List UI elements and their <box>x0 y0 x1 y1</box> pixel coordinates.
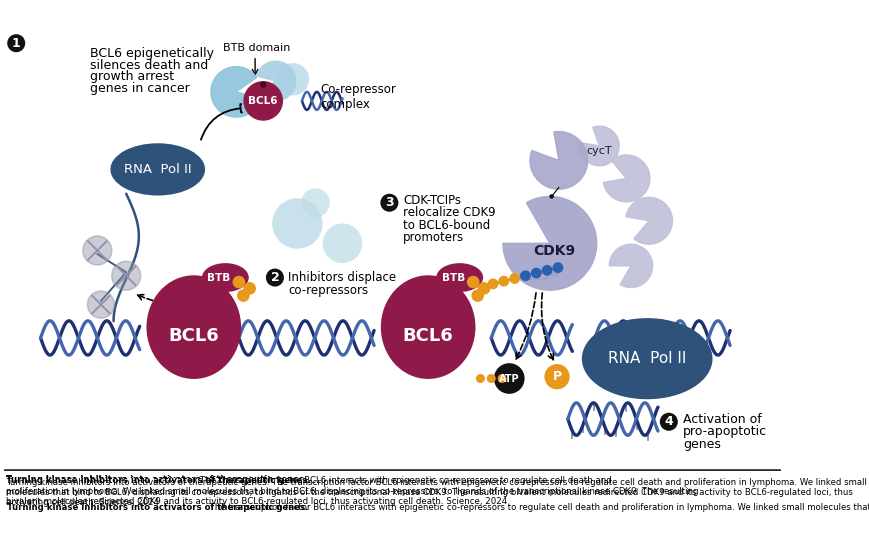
Text: RNA  Pol II: RNA Pol II <box>607 351 686 366</box>
Circle shape <box>541 265 552 276</box>
Ellipse shape <box>110 143 205 195</box>
Text: BTB: BTB <box>441 272 464 283</box>
Text: proliferation in lymphoma. We linked small molecules that bind to BCL6, displaci: proliferation in lymphoma. We linked sma… <box>6 487 698 496</box>
Text: The transcription factor BCL6 interacts with epigenetic co-repressors to regulat: The transcription factor BCL6 interacts … <box>196 476 611 485</box>
Polygon shape <box>210 67 260 117</box>
Text: BCL6: BCL6 <box>169 327 219 345</box>
Circle shape <box>260 82 266 88</box>
Text: The transcription factor BCL6 interacts with epigenetic co-repressors to regulat: The transcription factor BCL6 interacts … <box>207 503 869 512</box>
Text: CDK-TCIPs: CDK-TCIPs <box>402 194 461 207</box>
Circle shape <box>488 278 498 289</box>
Text: CDK9: CDK9 <box>533 243 574 258</box>
Bar <box>0 470 783 520</box>
Text: genes in cancer: genes in cancer <box>90 82 189 95</box>
Text: pro-apoptotic: pro-apoptotic <box>682 425 766 438</box>
Text: genes: genes <box>682 438 720 451</box>
Circle shape <box>7 34 25 52</box>
Ellipse shape <box>202 263 249 292</box>
Text: BCL6: BCL6 <box>249 96 277 106</box>
Circle shape <box>486 374 495 383</box>
Circle shape <box>322 224 362 263</box>
Polygon shape <box>502 196 596 290</box>
Text: BTB: BTB <box>207 272 230 283</box>
Polygon shape <box>529 131 587 189</box>
Polygon shape <box>579 126 619 166</box>
Text: growth arrest: growth arrest <box>90 70 174 83</box>
Text: 4: 4 <box>664 415 673 428</box>
Ellipse shape <box>581 318 712 399</box>
Circle shape <box>272 198 322 249</box>
Text: bivalent molecules redirected CDK9 and its activity to BCL6-regulated loci, thus: bivalent molecules redirected CDK9 and i… <box>6 497 507 507</box>
Circle shape <box>544 364 569 389</box>
Circle shape <box>232 276 245 288</box>
Text: Inhibitors displace: Inhibitors displace <box>289 271 396 284</box>
Text: relocalize CDK9: relocalize CDK9 <box>402 206 495 219</box>
Polygon shape <box>603 155 649 202</box>
Text: P: P <box>552 370 561 383</box>
Polygon shape <box>608 244 652 288</box>
Text: 2: 2 <box>270 271 279 284</box>
Circle shape <box>111 261 141 290</box>
Circle shape <box>301 188 329 217</box>
Text: ATP: ATP <box>499 374 519 383</box>
Circle shape <box>276 63 308 96</box>
Circle shape <box>467 276 479 288</box>
Polygon shape <box>625 197 672 244</box>
Polygon shape <box>256 61 295 101</box>
FancyArrowPatch shape <box>201 104 242 139</box>
Circle shape <box>236 289 249 302</box>
Circle shape <box>471 289 483 302</box>
Circle shape <box>552 262 563 273</box>
Circle shape <box>508 273 520 284</box>
Text: co-repressors: co-repressors <box>289 284 368 296</box>
Text: BTB domain: BTB domain <box>223 43 290 53</box>
Circle shape <box>498 276 508 287</box>
Circle shape <box>659 413 677 431</box>
Text: RNA  Pol II: RNA Pol II <box>123 163 191 176</box>
Circle shape <box>380 194 398 212</box>
Text: Turning kinase inhibitors into activators of therapeutic genes.: Turning kinase inhibitors into activator… <box>6 476 311 485</box>
Ellipse shape <box>381 275 475 379</box>
Text: 1: 1 <box>12 37 21 50</box>
Circle shape <box>475 374 484 383</box>
Text: Co-repressor
complex: Co-repressor complex <box>320 83 395 111</box>
Circle shape <box>266 269 283 287</box>
Text: Turning kinase inhibitors into activators of therapeutic genes. The transcriptio: Turning kinase inhibitors into activator… <box>6 478 866 508</box>
Text: 3: 3 <box>385 196 394 210</box>
Text: Turning kinase inhibitors into activators of therapeutic genes.: Turning kinase inhibitors into activator… <box>7 503 308 512</box>
Circle shape <box>520 270 530 281</box>
Text: BCL6: BCL6 <box>402 327 453 345</box>
Circle shape <box>548 194 554 199</box>
Circle shape <box>83 236 111 265</box>
Text: promoters: promoters <box>402 231 463 245</box>
Circle shape <box>477 282 490 295</box>
Ellipse shape <box>435 263 482 292</box>
Text: silences death and: silences death and <box>90 59 209 72</box>
Circle shape <box>243 282 255 295</box>
Circle shape <box>87 291 115 318</box>
Text: to BCL6-bound: to BCL6-bound <box>402 219 489 232</box>
Circle shape <box>494 363 524 394</box>
Text: cycT: cycT <box>585 147 611 156</box>
Circle shape <box>243 81 282 121</box>
Circle shape <box>497 374 506 383</box>
Text: BCL6 epigenetically: BCL6 epigenetically <box>90 47 214 60</box>
Text: Turning kinase inhibitors into activators of therapeutic genes.: Turning kinase inhibitors into activator… <box>6 475 308 484</box>
Ellipse shape <box>146 275 241 379</box>
Text: Activation of: Activation of <box>682 412 761 426</box>
Circle shape <box>530 267 541 278</box>
